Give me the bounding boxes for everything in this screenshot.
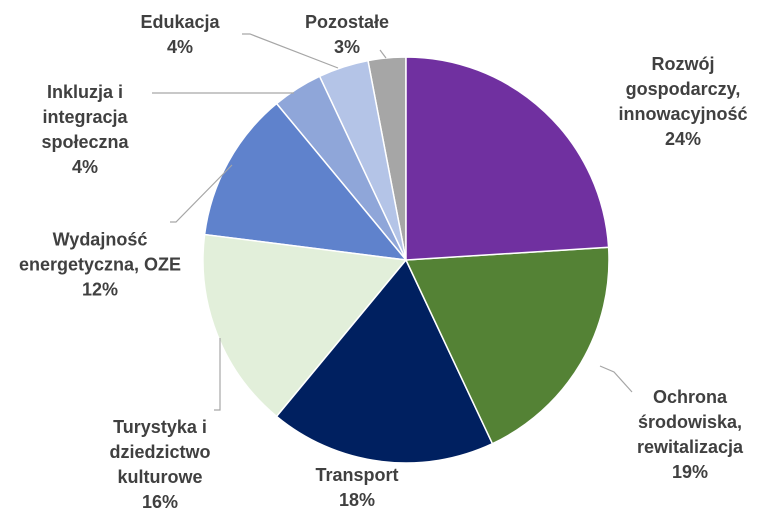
category-name: Inkluzja i integracja społeczna bbox=[41, 82, 129, 152]
slice-label: Ochrona środowiska, rewitalizacja 19% bbox=[610, 385, 770, 485]
slice-label: Turystyka i dziedzictwo kulturowe 16% bbox=[85, 415, 235, 515]
value-label: 4% bbox=[166, 37, 193, 57]
slice-label: Edukacja 4% bbox=[120, 10, 240, 60]
pie-slice bbox=[275, 258, 494, 464]
leader-lines bbox=[152, 33, 633, 411]
category-name: Turystyka i dziedzictwo kulturowe bbox=[109, 417, 211, 487]
leader-line bbox=[599, 365, 633, 393]
slice-label: Wydajność energetyczna, OZE 12% bbox=[15, 228, 185, 303]
value-label: 16% bbox=[141, 492, 179, 512]
leader-line bbox=[170, 164, 233, 223]
value-label: 18% bbox=[338, 490, 376, 510]
slice-label: Rozwój gospodarczy, innowacyjność 24% bbox=[603, 52, 763, 152]
pie-slice bbox=[203, 102, 408, 261]
value-label: 4% bbox=[71, 157, 98, 177]
pie-slice bbox=[202, 233, 408, 418]
leader-line bbox=[214, 338, 221, 411]
category-name: Wydajność energetyczna, OZE bbox=[18, 229, 182, 275]
pie-slice bbox=[404, 246, 610, 445]
value-label: 12% bbox=[81, 279, 119, 300]
slice-label: Inkluzja i integracja społeczna 4% bbox=[10, 80, 160, 180]
slice-label: Transport 18% bbox=[282, 463, 432, 513]
category-name: Edukacja bbox=[140, 12, 220, 32]
value-label: 24% bbox=[664, 129, 702, 149]
category-name: Ochrona środowiska, rewitalizacja bbox=[636, 387, 744, 457]
leader-line bbox=[379, 49, 387, 59]
category-name: Pozostałe bbox=[304, 12, 390, 32]
leader-line bbox=[242, 33, 339, 69]
category-name: Transport bbox=[315, 465, 399, 485]
pie-slice bbox=[405, 56, 610, 261]
value-label: 3% bbox=[333, 37, 360, 57]
value-label: 19% bbox=[671, 462, 709, 482]
category-name: Rozwój gospodarczy, innowacyjność bbox=[618, 54, 748, 124]
slice-label: Pozostałe 3% bbox=[287, 10, 407, 60]
